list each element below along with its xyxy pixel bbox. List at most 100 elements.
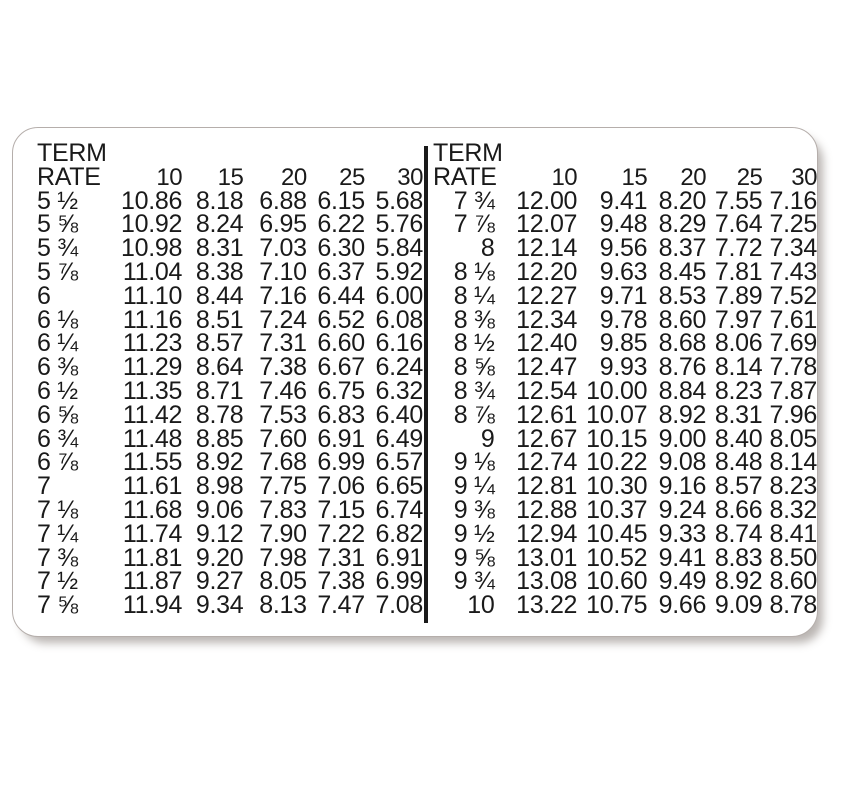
column-header-30-left: 30 (397, 163, 423, 191)
payment-factor-cell-1: 8.92 (195, 448, 244, 477)
payment-factor-cell-0: 11.61 (122, 472, 183, 501)
table-row: 6 ⅝ 11.42 8.78 7.53 6.83 6.40 (37, 402, 423, 428)
payment-factor-cell-3: 7.55 (714, 186, 763, 215)
table-row: 9 ⅜ 12.88 10.37 9.24 8.66 8.32 (433, 495, 818, 524)
table-header-right: TERM RATE 10 15 20 25 30 (433, 139, 817, 191)
payment-factor-cell-4: 8.23 (769, 472, 818, 501)
payment-factor-cell-2: 9.24 (658, 495, 707, 524)
rate-cell: 10 (467, 591, 495, 620)
rate-heading-right: RATE (433, 162, 497, 191)
payment-factor-cell-2: 8.05 (259, 567, 307, 596)
payment-factor-cell-1: 9.85 (599, 329, 648, 358)
table-row: 5 ½ 10.86 8.18 6.88 6.15 5.68 (37, 186, 423, 215)
rate-cell: 9 ½ (453, 519, 495, 548)
rate-cell: 9 ¾ (453, 567, 495, 596)
payment-factor-cell-4: 5.84 (375, 234, 424, 263)
payment-factor-cell-0: 12.47 (516, 353, 578, 382)
payment-factor-cell-0: 12.88 (516, 495, 578, 524)
column-header-10-right: 10 (551, 163, 578, 191)
payment-factor-cell-4: 8.60 (769, 567, 818, 596)
payment-factor-cell-4: 6.99 (375, 567, 424, 596)
rate-cell: 7 ⅛ (37, 495, 78, 524)
table-row: 6 ¼ 11.23 8.57 7.31 6.60 6.16 (37, 329, 424, 358)
payment-factor-cell-4: 6.24 (375, 353, 424, 382)
payment-factor-cell-2: 7.90 (259, 519, 307, 548)
table-row: 8 ½ 12.40 9.85 8.68 8.06 7.69 (433, 329, 818, 358)
term-heading-right: TERM (433, 139, 503, 167)
payment-factor-cell-4: 6.57 (375, 448, 424, 477)
table-row: 7 ¾ 12.00 9.41 8.20 7.55 7.16 (433, 186, 818, 215)
payment-factor-cell-4: 7.87 (769, 376, 818, 405)
payment-factor-cell-0: 10.86 (121, 186, 183, 215)
table-divider (424, 146, 428, 623)
table-row: 7 ¼ 11.74 9.12 7.90 7.22 6.82 (37, 519, 423, 548)
payment-factor-cell-2: 9.08 (658, 448, 707, 477)
payment-factor-cell-3: 6.15 (317, 186, 365, 215)
payment-factor-cell-1: 9.27 (195, 567, 244, 596)
payment-factor-cell-0: 12.74 (516, 448, 578, 477)
table-row: 7 ⅜ 11.81 9.20 7.98 7.31 6.91 (37, 543, 423, 572)
table-row: 10 13.22 10.75 9.66 9.09 8.78 (433, 591, 818, 620)
payment-factor-cell-1: 10.75 (586, 591, 648, 620)
rate-cell: 6 ¾ (37, 424, 78, 453)
payment-factor-cell-4: 8.78 (769, 591, 818, 620)
payment-factor-cell-4: 8.41 (769, 519, 818, 548)
payment-factor-cell-4: 6.32 (375, 376, 424, 405)
payment-factor-cell-1: 8.18 (195, 186, 244, 215)
payment-factor-cell-0: 11.29 (122, 353, 183, 382)
payment-factor-cell-1: 8.85 (195, 424, 244, 453)
payment-factor-cell-1: 9.48 (599, 210, 648, 239)
payment-factor-cell-0: 11.81 (122, 543, 183, 572)
rate-cell: 8 ⅞ (453, 400, 495, 429)
payment-factor-cell-0: 12.54 (516, 376, 578, 405)
rate-cell: 5 ⅝ (37, 210, 78, 239)
payment-factor-cell-0: 13.08 (516, 567, 578, 596)
payment-factor-cell-3: 7.22 (317, 519, 365, 548)
payment-factor-cell-0: 11.87 (122, 567, 183, 596)
payment-factor-cell-1: 9.78 (599, 305, 648, 334)
payment-factor-cell-1: 9.41 (599, 186, 648, 215)
payment-factor-cell-4: 5.92 (375, 257, 424, 286)
payment-factor-cell-4: 7.96 (769, 400, 818, 429)
rate-cell: 8 ⅛ (453, 257, 495, 286)
payment-factor-cell-2: 7.60 (259, 424, 307, 453)
payment-factor-cell-3: 7.89 (714, 281, 763, 310)
payment-factor-cell-3: 8.06 (714, 329, 763, 358)
payment-factor-cell-0: 12.67 (516, 424, 578, 453)
payment-factor-cell-2: 8.20 (658, 186, 707, 215)
header-row-rate-right: RATE 10 15 20 25 30 (433, 162, 817, 191)
payment-factor-cell-4: 6.16 (375, 329, 424, 358)
table-body-left: 5 ½ 10.86 8.18 6.88 6.15 5.68 5 ⅝ 10.92 8.24 6.95… (37, 186, 424, 620)
payment-factor-cell-1: 8.71 (195, 376, 244, 405)
table-row: 9 ¾ 13.08 10.60 9.49 8.92 8.60 (433, 567, 818, 596)
payment-factor-cell-0: 10.98 (121, 234, 183, 263)
payment-factor-cell-2: 8.37 (658, 234, 707, 263)
rate-cell: 7 ⅜ (37, 543, 78, 572)
rate-cell: 9 ⅛ (453, 448, 495, 477)
rate-cell: 7 (37, 472, 51, 501)
table-row: 7 ⅝ 11.94 9.34 8.13 7.47 7.08 (37, 591, 424, 620)
column-header-10-left: 10 (156, 163, 183, 191)
payment-factor-cell-1: 10.52 (586, 543, 648, 572)
column-header-15-left: 15 (217, 163, 244, 191)
payment-factor-cell-3: 8.74 (714, 519, 763, 548)
payment-factor-cell-3: 7.31 (317, 543, 365, 572)
payment-factor-cell-3: 7.72 (714, 234, 763, 263)
table-row: 6 ⅞ 11.55 8.92 7.68 6.99 6.57 (37, 448, 424, 477)
column-header-25-left: 25 (339, 163, 365, 191)
table-row: 6 ¾ 11.48 8.85 7.60 6.91 6.49 (37, 424, 423, 453)
payment-factor-cell-4: 7.08 (375, 591, 424, 620)
payment-factor-cell-4: 7.69 (769, 329, 818, 358)
payment-factor-cell-2: 7.68 (259, 448, 307, 477)
payment-factor-cell-0: 11.23 (122, 329, 183, 358)
payment-factor-cell-1: 9.12 (195, 519, 244, 548)
payment-factor-cell-2: 9.16 (658, 472, 707, 501)
payment-factor-cell-0: 12.07 (516, 210, 578, 239)
payment-factor-cell-0: 12.27 (516, 281, 578, 310)
payment-factor-cell-3: 8.57 (714, 472, 763, 501)
table-row: 7 ⅞ 12.07 9.48 8.29 7.64 7.25 (433, 210, 818, 239)
rate-cell: 5 ⅞ (37, 257, 78, 286)
payment-factor-cell-0: 12.61 (516, 400, 578, 429)
payment-factor-cell-4: 7.43 (769, 257, 818, 286)
